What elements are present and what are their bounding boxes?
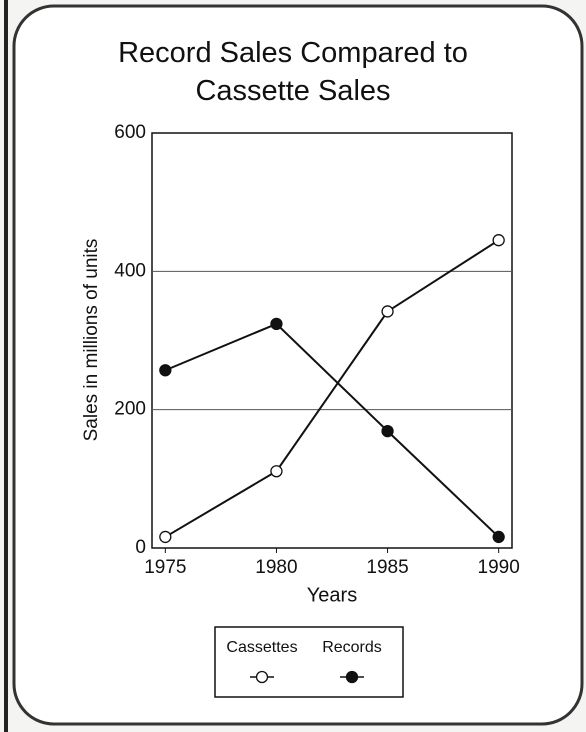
y-tick-label: 200: [114, 399, 146, 420]
series-line: [164, 322, 500, 538]
data-point: [159, 364, 172, 377]
x-axis-label: Years: [307, 584, 357, 606]
data-point: [381, 424, 394, 438]
plot-area: [151, 132, 513, 549]
legend-marker: [345, 670, 359, 684]
frame: [12, 4, 584, 726]
series-line: [164, 239, 500, 538]
data-point: [381, 305, 394, 318]
legend-label: Cassettes: [226, 639, 297, 656]
left-edge: [4, 0, 8, 732]
data-point: [492, 530, 505, 544]
y-axis-label: Sales in millions of units: [81, 239, 102, 442]
y-tick-label: 0: [135, 537, 146, 558]
chart-title: Record Sales Compared to Cassette Sales: [118, 37, 468, 107]
legend-label: Records: [322, 639, 382, 656]
y-tick-label: 600: [114, 122, 146, 143]
x-tick-label: 1990: [478, 557, 520, 578]
y-tick-label: 400: [114, 260, 146, 281]
data-point: [270, 317, 283, 331]
legend-marker: [255, 670, 269, 684]
x-tick-label: 1985: [366, 557, 408, 578]
data-point: [270, 465, 283, 478]
data-point: [492, 234, 505, 247]
legend-box: [214, 626, 404, 698]
data-point: [159, 530, 172, 544]
x-tick-label: 1975: [144, 557, 186, 578]
x-tick-label: 1980: [255, 557, 297, 578]
